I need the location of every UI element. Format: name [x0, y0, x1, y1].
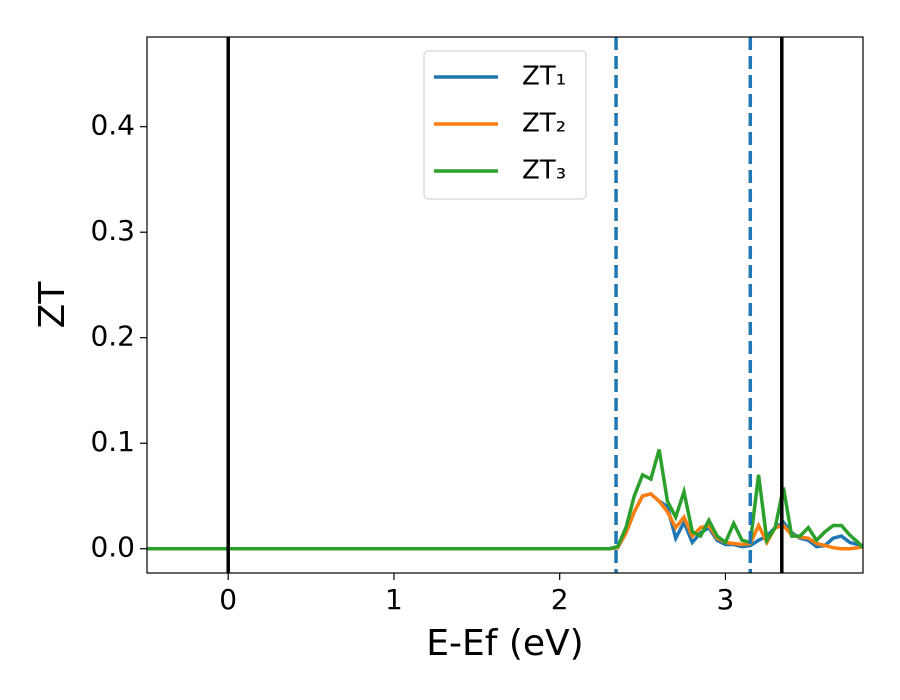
legend-label: ZT₃: [522, 156, 566, 186]
plot-frame: [146, 36, 864, 574]
x-tick-label: 2: [551, 583, 569, 616]
legend-label: ZT₂: [522, 109, 566, 139]
series-line: [147, 449, 863, 551]
x-tick-label: 0: [219, 583, 237, 616]
legend-label: ZT₁: [522, 62, 566, 92]
series-line: [147, 491, 863, 551]
y-tick-label: 0.1: [90, 425, 135, 458]
x-tick-label: 1: [385, 583, 403, 616]
x-axis-label: E-Ef (eV): [426, 623, 583, 664]
legend-box: [423, 50, 587, 200]
x-tick-label: 3: [717, 583, 735, 616]
y-tick-label: 0.0: [90, 531, 135, 564]
y-tick-label: 0.4: [90, 109, 135, 142]
y-tick-label: 0.3: [90, 214, 135, 247]
y-tick-label: 0.2: [90, 320, 135, 353]
y-axis-label: ZT: [32, 281, 73, 329]
